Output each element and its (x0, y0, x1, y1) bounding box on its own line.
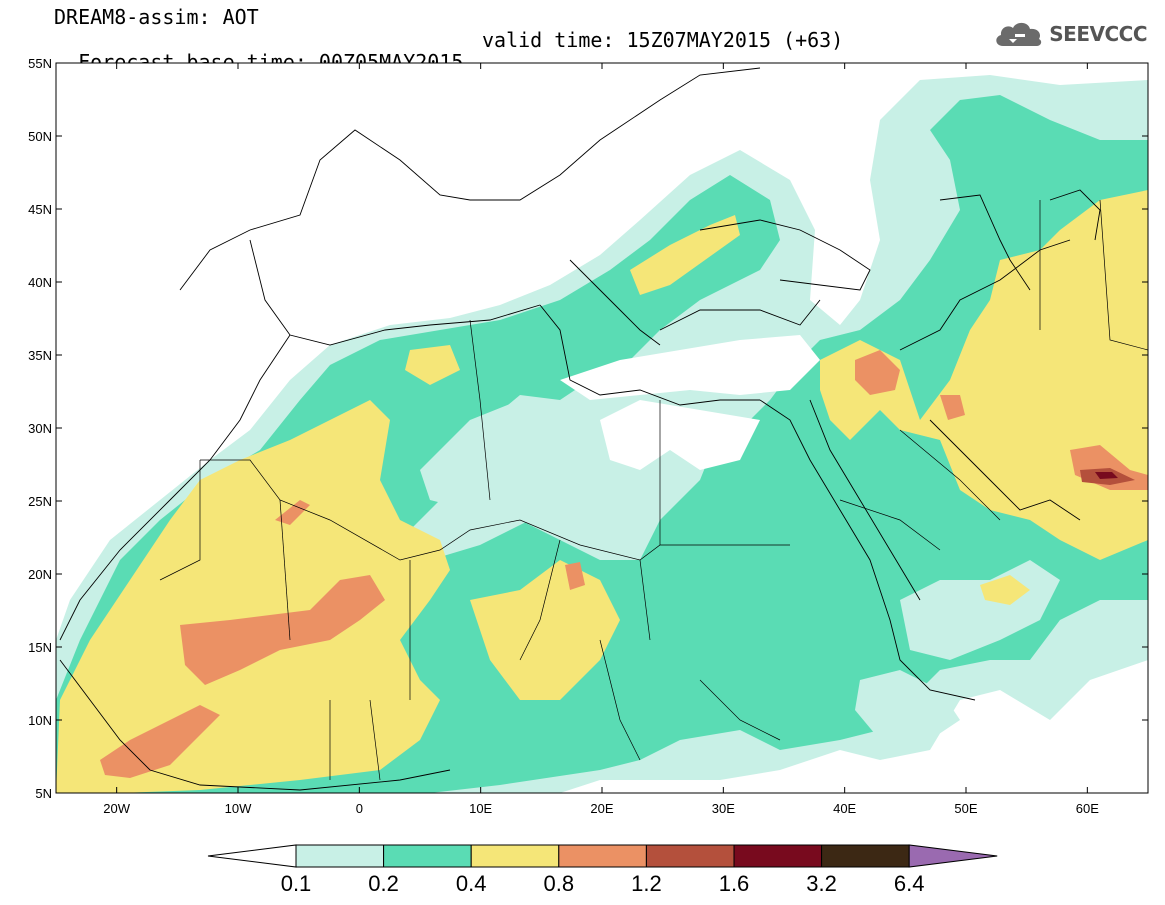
seevccc-logo: SEEVCCC (993, 20, 1147, 48)
aot-field (56, 63, 1148, 793)
lon-tick-label: 40E (833, 801, 856, 816)
lat-tick-label: 40N (28, 275, 52, 290)
aot-layer-0.4-central (470, 560, 620, 700)
colorbar-label: 0.2 (368, 871, 399, 896)
lon-tick-label: 30E (712, 801, 735, 816)
colorbar-segment (383, 844, 472, 868)
aot-layer-0.8-algeria (275, 500, 310, 525)
lat-tick-label: 15N (28, 640, 52, 655)
colorbar-segment (645, 844, 735, 868)
lon-tick-label: 10E (469, 801, 492, 816)
colorbar-segment (733, 844, 823, 868)
colorbar-label: 0.8 (544, 871, 575, 896)
lat-tick-label: 50N (28, 129, 52, 144)
lat-tick-label: 55N (28, 56, 52, 71)
aot-layer-0.4 (56, 400, 450, 793)
aot-layer-0.4-med (405, 345, 460, 385)
colorbar-under-arrow (207, 844, 297, 868)
aot-layer-0.8-iraq (855, 350, 900, 395)
colorbar-label: 6.4 (894, 871, 925, 896)
colorbar-label: 0.1 (281, 871, 312, 896)
aot-clean-egypt (600, 400, 760, 470)
lon-tick-label: 0 (356, 801, 363, 816)
lat-tick-label: 30N (28, 421, 52, 436)
lon-tick-label: 60E (1076, 801, 1099, 816)
lon-tick-label: 20E (590, 801, 613, 816)
colorbar-segment (295, 844, 385, 868)
chart-title: DREAM8-assim: AOT (54, 5, 259, 29)
aot-layer-0.8-sahel (180, 575, 385, 685)
aot-clean-horn (855, 670, 960, 740)
colorbar-segment (470, 844, 560, 868)
aot-layer-0.4-yemen (980, 575, 1030, 605)
aot-layer-0.8-chad (565, 562, 585, 590)
lat-tick-label: 25N (28, 494, 52, 509)
colorbar-label: 1.2 (631, 871, 662, 896)
colorbar: 0.1 0.2 0.4 0.8 1.2 1.6 3.2 6.4 (207, 844, 998, 896)
lat-tick-label: 5N (35, 786, 52, 801)
coastlines (59, 67, 1101, 791)
valid-time: valid time: 15Z07MAY2015 (+63) (482, 28, 844, 52)
lat-tick-label: 45N (28, 202, 52, 217)
colorbar-over-arrow (908, 844, 998, 868)
lon-tick-label: 50E (954, 801, 977, 816)
lon-tick-label: 20W (103, 801, 130, 816)
aot-layer-1.6 (1095, 472, 1118, 479)
aot-clean-med (560, 335, 820, 400)
lon-tick-label: 10W (225, 801, 252, 816)
colorbar-label: 0.4 (456, 871, 487, 896)
aot-layer-0.8-coast (100, 705, 220, 778)
colorbar-label: 3.2 (806, 871, 837, 896)
colorbar-label: 1.6 (719, 871, 750, 896)
axis-ticks: 55N 50N 45N 40N 35N 30N 25N 20N 15N 10N 5N 20W 10W 0 1… (28, 56, 1148, 816)
country-borders (159, 199, 1148, 781)
colorbar-segment (558, 844, 647, 868)
logo-text: SEEVCCC (1049, 22, 1147, 46)
lat-tick-label: 10N (28, 713, 52, 728)
lat-tick-label: 20N (28, 567, 52, 582)
aot-layer-0.4-mideast (820, 190, 1148, 560)
cloud-icon (996, 22, 1042, 46)
lat-tick-label: 35N (28, 348, 52, 363)
aot-layer-0.8-iran (940, 395, 965, 420)
aot-layer-0.4-balkans (630, 215, 740, 295)
colorbar-segment (821, 844, 910, 868)
